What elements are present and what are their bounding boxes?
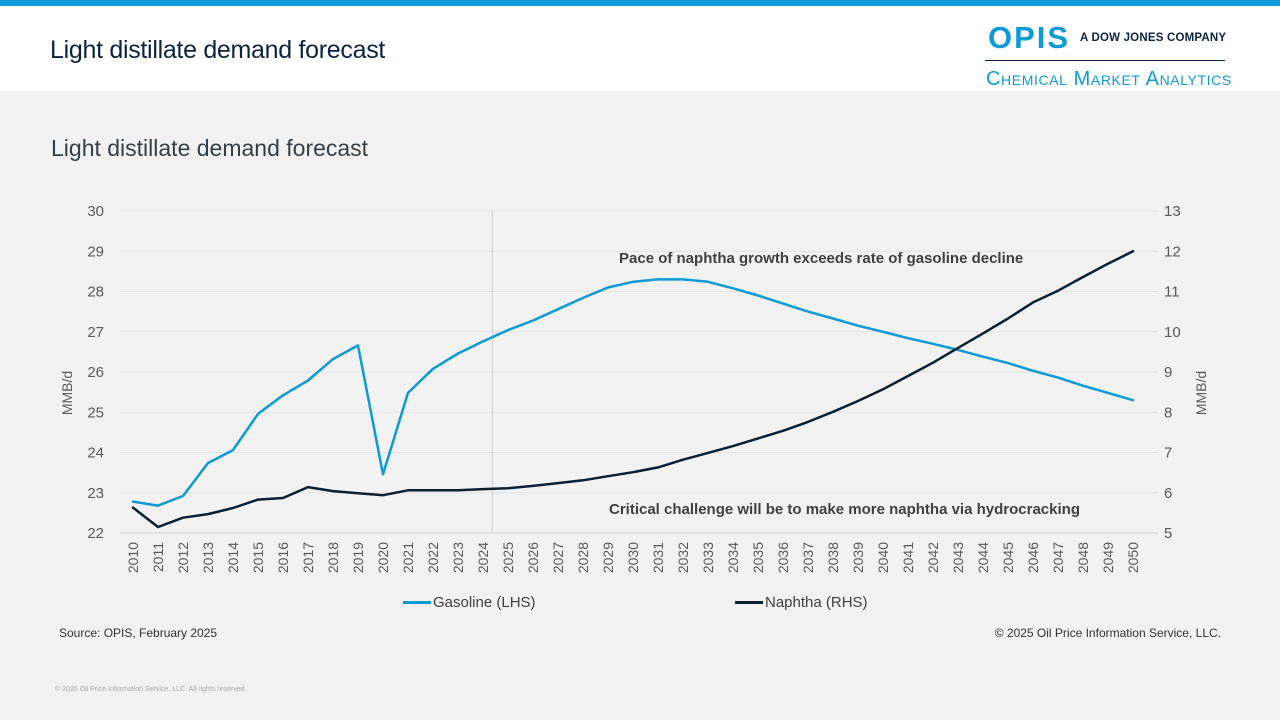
x-tick-label: 2031 — [650, 542, 666, 573]
x-tick-label: 2044 — [975, 542, 991, 573]
y-tick-label-left: 30 — [87, 203, 104, 220]
y-tick-label-left: 27 — [87, 324, 104, 341]
x-tick-label: 2047 — [1050, 542, 1066, 573]
annotation-hydrocracking: Critical challenge will be to make more … — [609, 501, 1080, 518]
x-tick-label: 2010 — [125, 542, 141, 573]
x-tick-label: 2037 — [800, 542, 816, 573]
y-tick-label-right: 5 — [1164, 525, 1172, 542]
x-tick-label: 2050 — [1125, 542, 1141, 573]
x-tick-label: 2025 — [500, 542, 516, 573]
x-tick-label: 2048 — [1075, 542, 1091, 573]
x-tick-label: 2013 — [200, 542, 216, 573]
x-tick-label: 2045 — [1000, 542, 1016, 573]
legend-swatch-gasoline — [403, 600, 431, 604]
annotation-naphtha-growth: Pace of naphtha growth exceeds rate of g… — [619, 250, 1023, 267]
x-tick-label: 2049 — [1100, 542, 1116, 573]
x-tick-label: 2018 — [325, 542, 341, 573]
x-tick-label: 2029 — [600, 542, 616, 573]
x-tick-label: 2036 — [775, 542, 791, 573]
x-tick-label: 2039 — [850, 542, 866, 573]
y-tick-label-left: 28 — [87, 284, 104, 301]
y-tick-label-left: 24 — [87, 445, 104, 462]
series-line-gasoline — [131, 278, 1135, 507]
copyright-note: © 2025 Oil Price Information Service, LL… — [994, 626, 1221, 640]
x-tick-label: 2011 — [150, 542, 166, 572]
top-accent-bar — [0, 0, 1280, 6]
x-tick-label: 2026 — [525, 542, 541, 573]
x-tick-label: 2017 — [300, 542, 316, 573]
x-tick-label: 2043 — [950, 542, 966, 573]
y-tick-label-left: 29 — [87, 243, 104, 260]
x-tick-label: 2033 — [700, 542, 716, 573]
y-tick-label-left: 22 — [87, 525, 104, 542]
y-tick-label-right: 12 — [1164, 243, 1181, 260]
x-tick-label: 2023 — [450, 542, 466, 573]
x-tick-label: 2032 — [675, 542, 691, 573]
x-tick-label: 2020 — [375, 542, 391, 573]
y-tick-label-right: 9 — [1164, 364, 1172, 381]
x-tick-label: 2042 — [925, 542, 941, 573]
x-tick-label: 2041 — [900, 542, 916, 573]
source-note: Source: OPIS, February 2025 — [59, 626, 218, 640]
x-tick-label: 2038 — [825, 542, 841, 573]
chart-title: Light distillate demand forecast — [51, 135, 369, 161]
x-tick-label: 2021 — [400, 542, 416, 573]
footer-rights-note: © 2025 Oil Price Information Service, LL… — [55, 686, 247, 693]
y-axis-label-right: MMB/d — [1193, 371, 1209, 415]
y-tick-label-right: 13 — [1164, 203, 1181, 220]
x-tick-label: 2034 — [725, 542, 741, 573]
series-line-naphtha — [131, 250, 1135, 529]
opis-logo: OPIS A DOW JONES COMPANY Chemical Market… — [985, 20, 1235, 92]
legend-item-gasoline: Gasoline (LHS) — [403, 590, 536, 614]
x-tick-label: 2046 — [1025, 542, 1041, 573]
x-tick-label: 2015 — [250, 542, 266, 573]
page-title: Light distillate demand forecast — [50, 36, 386, 64]
logo-tagline: A DOW JONES COMPANY — [1080, 32, 1227, 44]
x-tick-label: 2014 — [225, 542, 241, 573]
x-tick-label: 2030 — [625, 542, 641, 573]
legend-item-naphtha: Naphtha (RHS) — [735, 590, 868, 614]
logo-brand: OPIS — [988, 20, 1071, 55]
y-tick-label-left: 23 — [87, 485, 104, 502]
x-tick-label: 2035 — [750, 542, 766, 573]
y-tick-label-right: 10 — [1164, 324, 1181, 341]
x-tick-label: 2024 — [475, 542, 491, 573]
y-tick-label-right: 7 — [1164, 445, 1172, 462]
legend-label-gasoline: Gasoline (LHS) — [433, 593, 536, 611]
x-tick-label: 2016 — [275, 542, 291, 573]
y-tick-label-right: 8 — [1164, 404, 1172, 421]
legend-label-naphtha: Naphtha (RHS) — [765, 593, 868, 611]
x-tick-label: 2012 — [175, 542, 191, 573]
x-tick-label: 2027 — [550, 542, 566, 573]
x-tick-label: 2022 — [425, 542, 441, 573]
y-tick-label-right: 11 — [1164, 284, 1180, 301]
x-tick-label: 2019 — [350, 542, 366, 573]
x-tick-label: 2028 — [575, 542, 591, 573]
y-axis-label-left: MMB/d — [59, 371, 75, 415]
y-tick-label-left: 25 — [87, 404, 104, 421]
chart-legend: Gasoline (LHS) Naphtha (RHS) — [0, 590, 1280, 614]
logo-subbrand: Chemical Market Analytics — [986, 68, 1232, 90]
logo-divider — [985, 60, 1225, 61]
x-tick-label: 2040 — [875, 542, 891, 573]
y-tick-label-right: 6 — [1164, 485, 1172, 502]
y-tick-label-left: 26 — [87, 364, 104, 381]
legend-swatch-naphtha — [735, 600, 763, 604]
header: Light distillate demand forecast OPIS A … — [0, 6, 1280, 91]
